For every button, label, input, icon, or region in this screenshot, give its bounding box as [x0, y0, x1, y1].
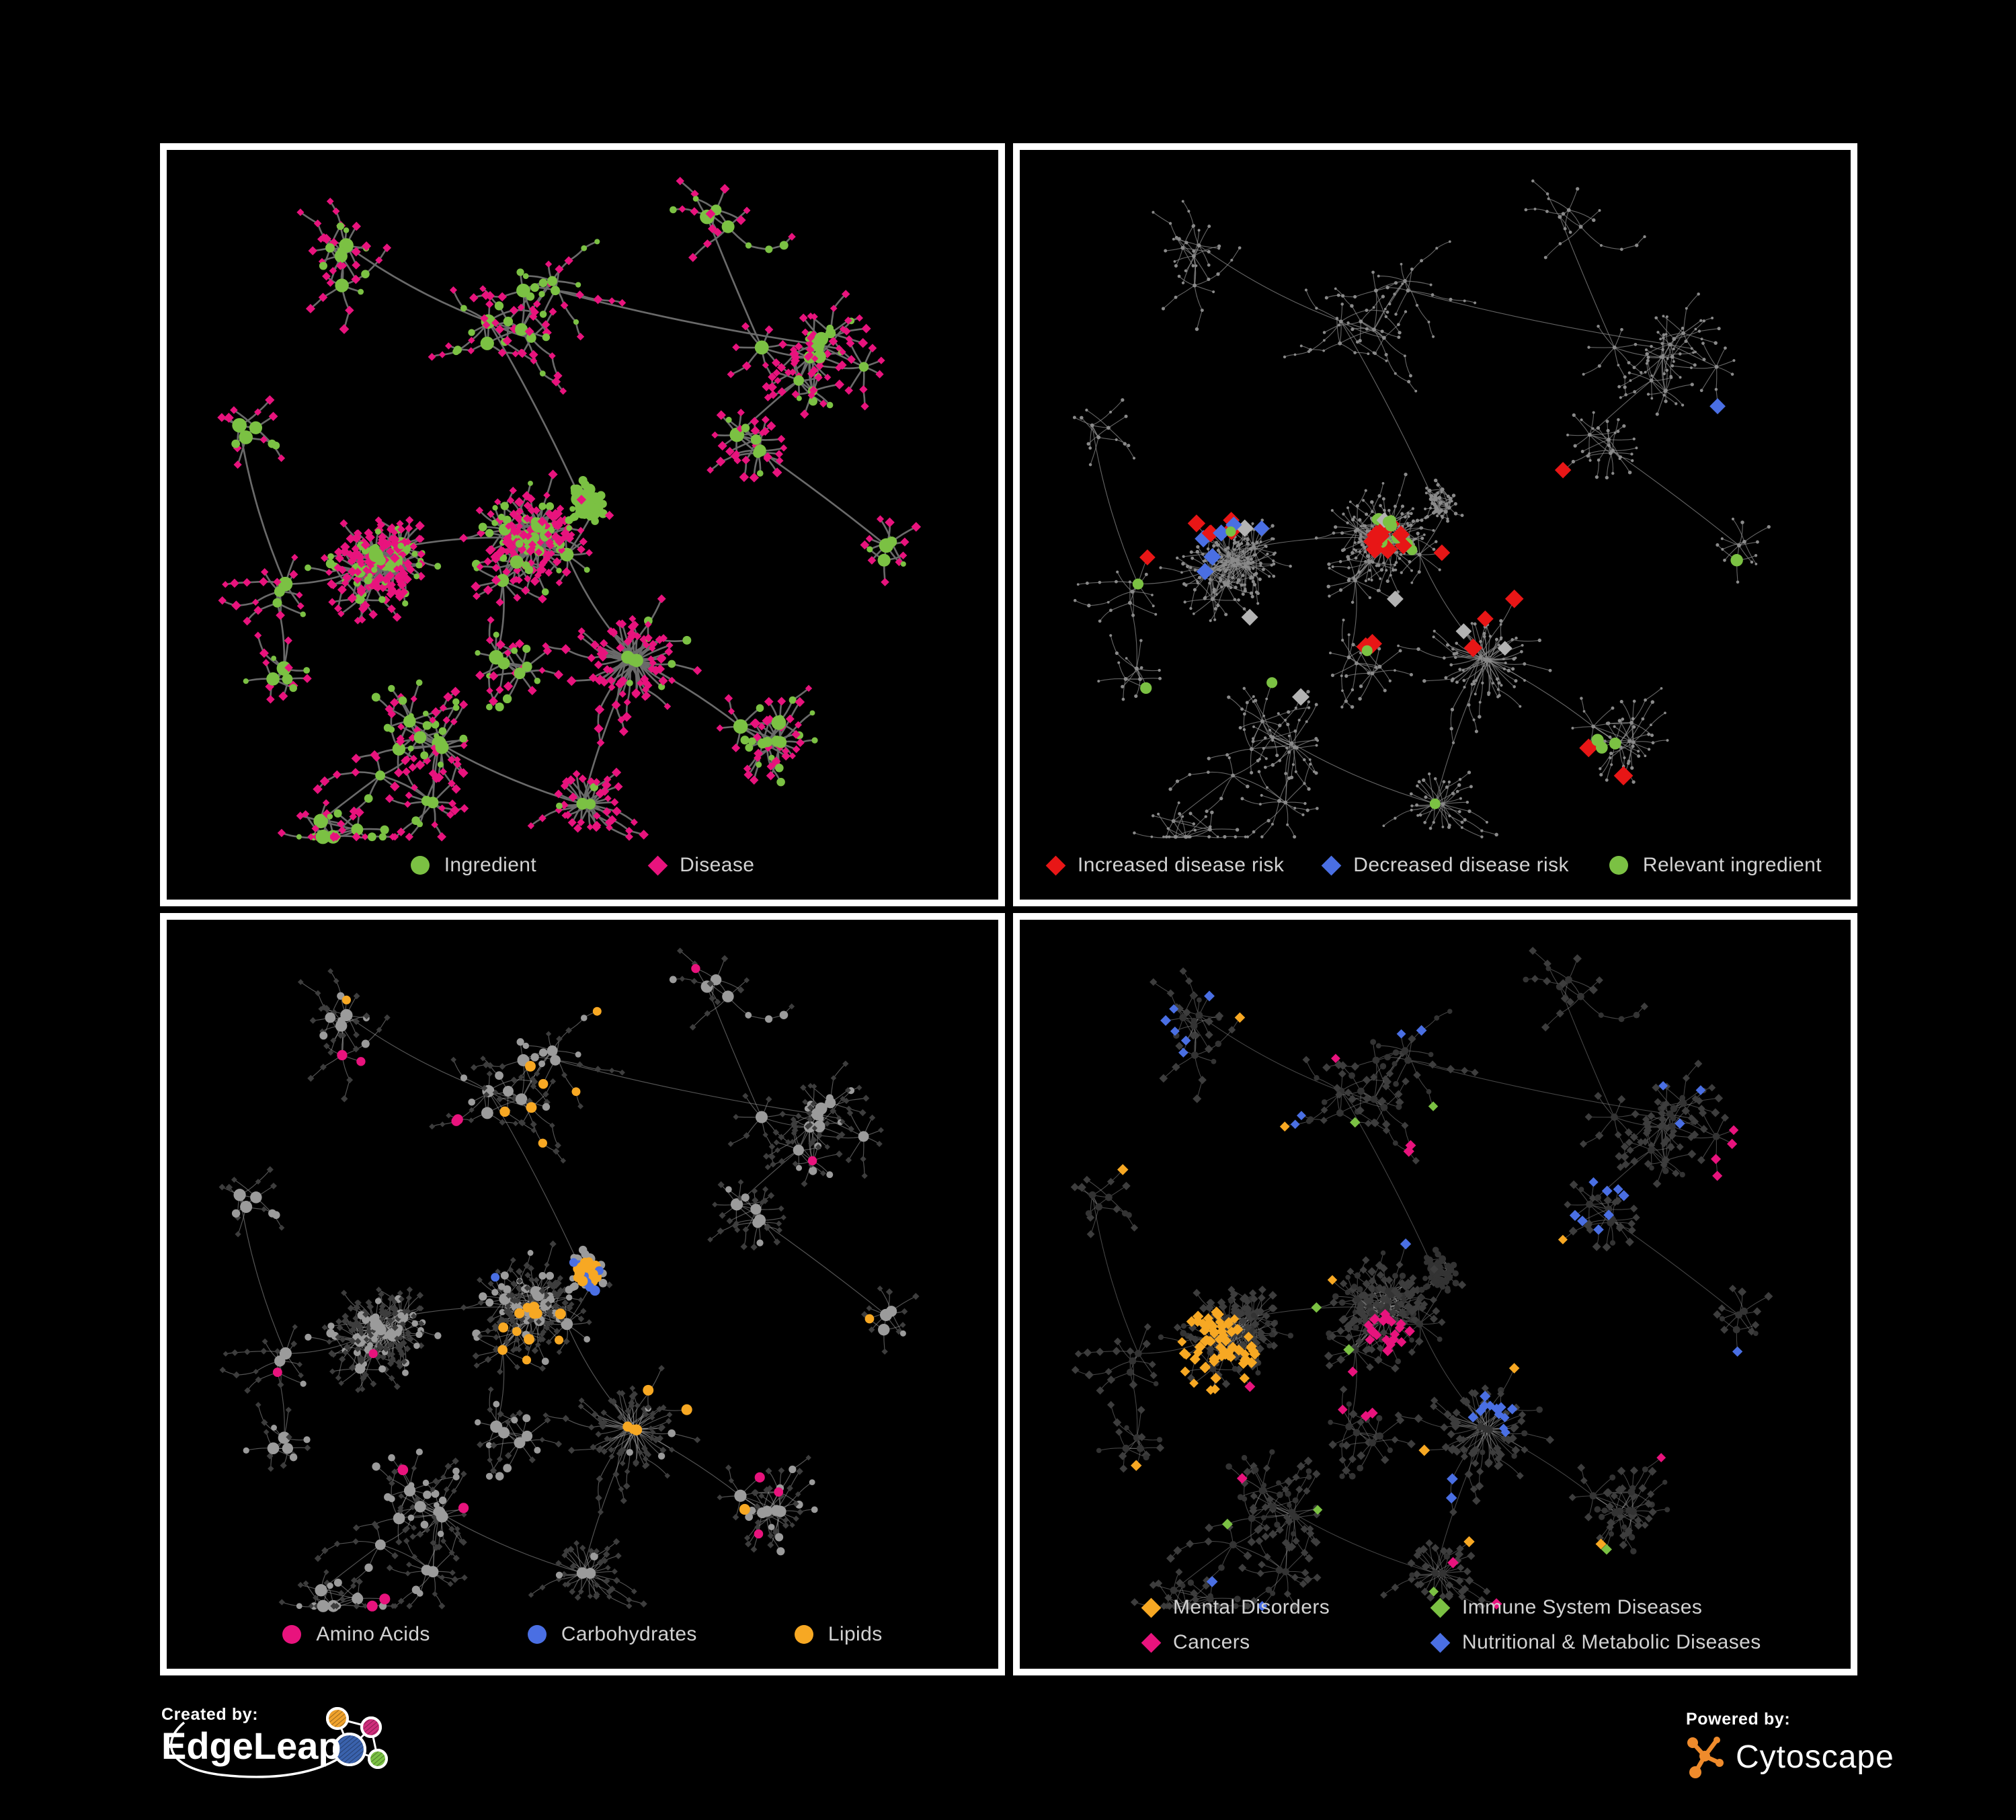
diamond-marker-icon — [1141, 1597, 1162, 1618]
legend-item: Disease — [647, 854, 755, 877]
legend-ingredient-categories: Amino Acids Carbohydrates Lipids — [167, 1623, 998, 1646]
circle-marker-icon — [1609, 856, 1628, 875]
network-ingredient-categories — [218, 947, 920, 1612]
legend-label: Carbohydrates — [561, 1623, 697, 1645]
network-disease-categories — [1070, 947, 1773, 1612]
legend-label: Ingredient — [444, 854, 537, 876]
legend-label: Cancers — [1173, 1631, 1250, 1653]
legend-disease-risk: Increased disease risk Decreased disease … — [1020, 854, 1851, 877]
circle-marker-icon — [794, 1625, 813, 1644]
network-ingredient-disease — [217, 176, 922, 844]
diamond-marker-icon — [1045, 855, 1066, 875]
diamond-marker-icon — [1430, 1632, 1451, 1653]
legend-item: Increased disease risk — [1045, 854, 1285, 877]
created-by-block: Created by: EdgeLeap — [161, 1705, 390, 1794]
diamond-marker-icon — [647, 855, 668, 875]
legend-label: Lipids — [828, 1623, 883, 1645]
legend-item: Mental Disorders — [1141, 1596, 1433, 1619]
legend-label: Relevant ingredient — [1642, 854, 1822, 876]
legend-item: Amino Acids — [282, 1623, 430, 1646]
diamond-marker-icon — [1321, 855, 1342, 875]
legend-label: Disease — [680, 854, 755, 876]
legend-item: Relevant ingredient — [1609, 854, 1822, 877]
legend-item: Carbohydrates — [527, 1623, 697, 1646]
diamond-marker-icon — [1141, 1632, 1162, 1653]
legend-label: Amino Acids — [316, 1623, 430, 1645]
network-disease-risk — [1072, 179, 1771, 839]
legend-item: Cancers — [1141, 1631, 1433, 1654]
panel-ingredient-categories: Amino Acids Carbohydrates Lipids — [160, 913, 1005, 1675]
legend-label: Immune System Diseases — [1462, 1596, 1703, 1618]
edgeleap-logo-icon — [169, 1707, 388, 1778]
cytoscape-brand: Cytoscape — [1736, 1739, 1894, 1775]
legend-label: Mental Disorders — [1173, 1596, 1330, 1618]
legend-label: Increased disease risk — [1078, 854, 1285, 876]
powered-by-block: Powered by: Cytoscape — [1686, 1710, 1894, 1780]
circle-marker-icon — [282, 1625, 302, 1644]
legend-ingredient-disease: Ingredient Disease — [167, 854, 998, 877]
legend-item: Lipids — [794, 1623, 883, 1646]
legend-label: Decreased disease risk — [1353, 854, 1569, 876]
created-by-label: Created by: — [161, 1705, 259, 1724]
legend-item: Nutritional & Metabolic Diseases — [1430, 1631, 1761, 1654]
circle-marker-icon — [527, 1625, 547, 1644]
legend-disease-categories: Mental Disorders Immune System Diseases Ca… — [1020, 1596, 1851, 1654]
legend-item: Immune System Diseases — [1430, 1596, 1761, 1619]
cytoscape-logo-icon — [1687, 1737, 1724, 1778]
legend-label: Nutritional & Metabolic Diseases — [1462, 1631, 1761, 1653]
edgeleap-brand: EdgeLeap — [161, 1725, 341, 1767]
diamond-marker-icon — [1430, 1597, 1451, 1618]
powered-by-label: Powered by: — [1686, 1710, 1791, 1729]
panel-disease-categories: Mental Disorders Immune System Diseases Ca… — [1013, 913, 1857, 1675]
panel-disease-risk: Increased disease risk Decreased disease … — [1013, 143, 1857, 906]
legend-item: Decreased disease risk — [1321, 854, 1569, 877]
legend-item: Ingredient — [410, 854, 537, 877]
panel-ingredient-disease: Ingredient Disease — [160, 143, 1005, 906]
circle-marker-icon — [410, 856, 430, 875]
